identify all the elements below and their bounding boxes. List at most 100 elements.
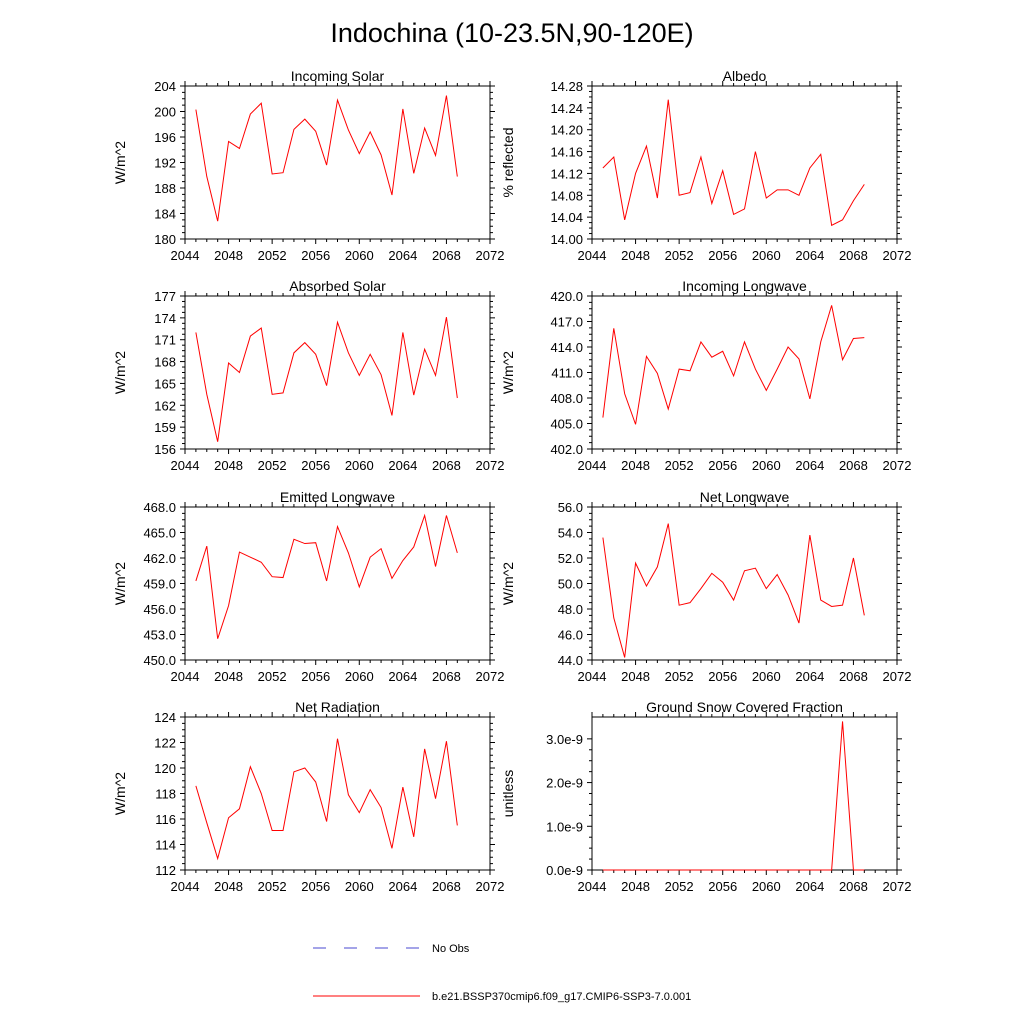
chart-panel: Net Longwave 2044 2048 2052 2056 2060 2064 2068… [500, 489, 911, 684]
panel-title: Incoming Solar [291, 68, 385, 84]
x-tick-label: 2068 [432, 248, 461, 263]
y-tick-label: 411.0 [551, 366, 583, 381]
y-tick-label: 188 [154, 181, 176, 196]
y-tick-label: 408.0 [550, 391, 583, 406]
panel-title: Ground Snow Covered Fraction [646, 699, 843, 715]
chart-panel: Ground Snow Covered Fraction 2044 2048 2052… [500, 699, 911, 894]
x-tick-label: 2056 [708, 879, 737, 894]
y-tick-label: 48.0 [558, 602, 583, 617]
x-tick-label: 2068 [839, 458, 868, 473]
x-tick-label: 2048 [621, 879, 650, 894]
x-tick-label: 2064 [388, 879, 417, 894]
y-tick-label: 14.24 [550, 101, 583, 116]
x-tick-label: 2060 [752, 669, 781, 684]
legend-obs-label: No Obs [432, 943, 470, 955]
y-tick-label: 453.0 [143, 628, 176, 643]
y-tick-label: 112 [155, 863, 176, 878]
x-tick-label: 2048 [214, 879, 243, 894]
x-tick-label: 2044 [578, 879, 607, 894]
x-tick-label: 2056 [708, 669, 737, 684]
x-tick-label: 2068 [432, 458, 461, 473]
x-tick-label: 2064 [795, 248, 824, 263]
x-tick-label: 2064 [388, 669, 417, 684]
y-tick-label: 192 [154, 156, 176, 171]
x-tick-label: 2048 [214, 248, 243, 263]
y-axis-label: W/m^2 [500, 351, 516, 394]
y-tick-label: 3.0e-9 [546, 732, 583, 747]
x-tick-label: 2072 [476, 669, 505, 684]
legend-model-label: b.e21.BSSP370cmip6.f09_g17.CMIP6-SSP3-7.… [432, 991, 691, 1003]
y-tick-label: 44.0 [558, 653, 583, 668]
x-tick-label: 2072 [476, 458, 505, 473]
y-tick-label: 165 [154, 376, 176, 391]
y-axis-label: W/m^2 [112, 562, 128, 605]
y-tick-label: 200 [154, 105, 176, 120]
y-tick-label: 120 [154, 761, 176, 776]
x-tick-label: 2052 [258, 669, 287, 684]
series-line [602, 305, 865, 425]
y-tick-label: 14.08 [550, 188, 583, 203]
x-tick-label: 2064 [795, 458, 824, 473]
x-tick-label: 2052 [665, 248, 694, 263]
chart-panel: Incoming Solar 2044 2048 2052 2056 2060 2064 20… [112, 68, 504, 263]
y-axis-label: unitless [500, 770, 516, 817]
x-tick-label: 2044 [171, 879, 200, 894]
x-tick-label: 2048 [621, 248, 650, 263]
y-tick-label: 405.0 [550, 417, 583, 432]
y-tick-label: 459.0 [143, 577, 176, 592]
x-tick-label: 2060 [752, 248, 781, 263]
x-tick-label: 2060 [345, 879, 374, 894]
x-tick-label: 2056 [301, 248, 330, 263]
series-line [602, 99, 865, 227]
x-tick-label: 2052 [665, 879, 694, 894]
y-axis-label: % reflected [500, 127, 516, 197]
x-tick-label: 2044 [578, 669, 607, 684]
y-tick-label: 118 [155, 787, 176, 802]
x-tick-label: 2044 [171, 248, 200, 263]
y-tick-label: 417.0 [550, 315, 583, 330]
x-tick-label: 2056 [301, 458, 330, 473]
x-tick-label: 2064 [795, 879, 824, 894]
x-tick-label: 2052 [258, 248, 287, 263]
y-tick-label: 124 [154, 710, 176, 725]
y-tick-label: 116 [155, 812, 176, 827]
series-line [195, 317, 458, 442]
series-line [195, 738, 458, 861]
panel-title: Absorbed Solar [289, 278, 386, 294]
y-tick-label: 14.28 [550, 79, 583, 94]
y-tick-label: 14.20 [550, 123, 583, 138]
chart-panel: Net Radiation 2044 2048 2052 2056 2060 2064 206… [112, 699, 504, 894]
x-tick-label: 2068 [432, 879, 461, 894]
x-tick-label: 2056 [708, 248, 737, 263]
plot-frame [591, 506, 898, 661]
panel-title: Incoming Longwave [682, 278, 807, 294]
plot-frame [591, 85, 898, 240]
chart-panel: Incoming Longwave 2044 2048 2052 2056 2060 206… [500, 278, 911, 473]
y-tick-label: 14.16 [550, 145, 583, 160]
x-tick-label: 2044 [171, 669, 200, 684]
y-tick-label: 52.0 [558, 551, 583, 566]
panel-title: Emitted Longwave [280, 489, 395, 505]
x-tick-label: 2044 [171, 458, 200, 473]
x-tick-label: 2072 [883, 879, 912, 894]
x-tick-label: 2052 [258, 458, 287, 473]
y-tick-label: 46.0 [558, 628, 583, 643]
x-tick-label: 2048 [214, 458, 243, 473]
y-tick-label: 402.0 [550, 442, 583, 457]
y-tick-label: 174 [154, 311, 176, 326]
x-tick-label: 2060 [345, 458, 374, 473]
x-tick-label: 2060 [345, 669, 374, 684]
chart-panel: Absorbed Solar 2044 2048 2052 2056 2060 2064 20… [112, 278, 504, 473]
y-axis-label: W/m^2 [112, 772, 128, 815]
plot-frame [591, 295, 898, 450]
chart-panel: Albedo 2044 2048 2052 2056 2060 2064 2068 2072 14… [500, 68, 911, 263]
y-axis-label: W/m^2 [500, 562, 516, 605]
y-tick-label: 14.12 [550, 166, 583, 181]
x-tick-label: 2072 [476, 248, 505, 263]
series-line [602, 523, 865, 658]
panel-title: Net Longwave [700, 489, 790, 505]
y-tick-label: 468.0 [143, 500, 176, 515]
panel-title: Albedo [723, 68, 767, 84]
chart-panels: Incoming Solar 2044 2048 2052 2056 2060 2064 20… [112, 68, 911, 894]
